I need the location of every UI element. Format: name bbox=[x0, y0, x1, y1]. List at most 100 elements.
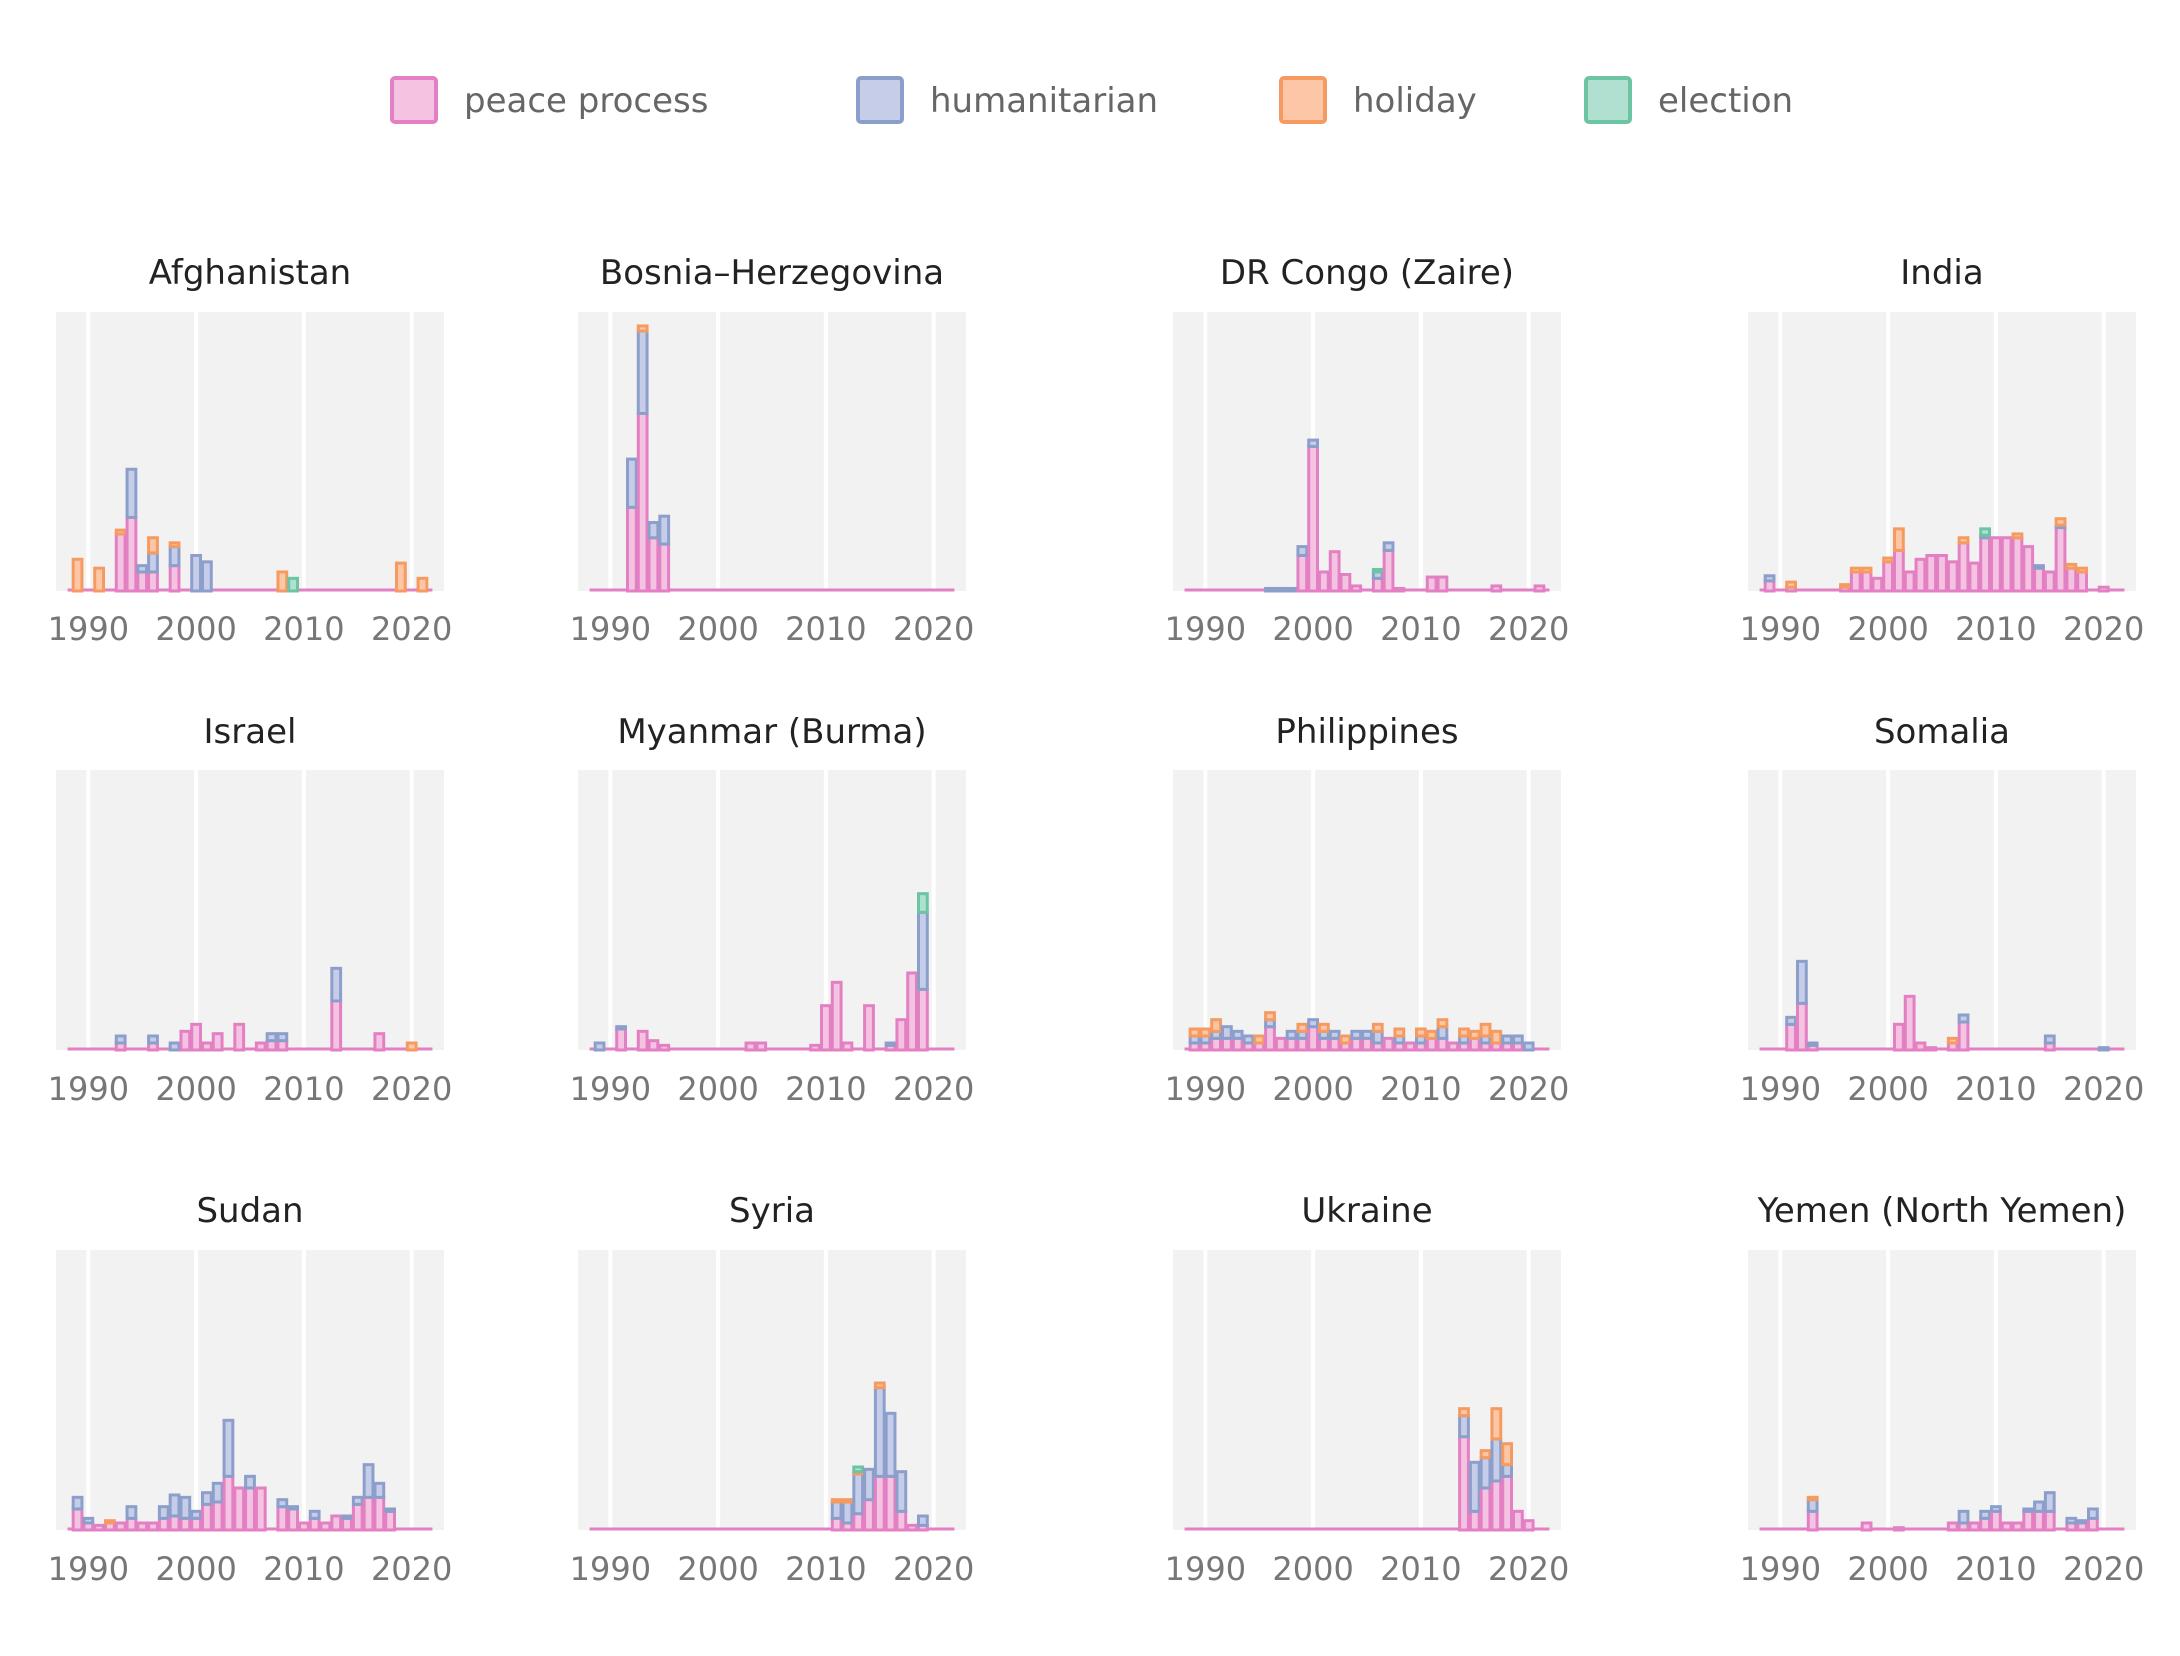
bar-peace-process-1994 bbox=[125, 515, 138, 593]
bar-humanitarian-2014 bbox=[1458, 1414, 1470, 1439]
bar-peace-process-1999 bbox=[179, 1029, 192, 1052]
bar-peace-process-2012 bbox=[1436, 1036, 1449, 1052]
panel-somalia: Somalia 1990 2000 2010 2020 bbox=[1740, 712, 2145, 1108]
tick-label-2010: 2010 bbox=[1380, 1550, 1461, 1588]
bar-peace-process-2004 bbox=[755, 1041, 768, 1052]
bar-peace-process-2018 bbox=[906, 971, 919, 1052]
tick-label-2010: 2010 bbox=[263, 1550, 344, 1588]
bar-humanitarian-2015 bbox=[351, 1495, 364, 1506]
bar-holiday-2010 bbox=[1415, 1027, 1427, 1038]
bar-humanitarian-2002 bbox=[1328, 1029, 1341, 1040]
bar-holiday-2017 bbox=[1490, 1407, 1503, 1441]
legend-key-holiday bbox=[1279, 76, 1327, 124]
bar-humanitarian-1997 bbox=[1274, 586, 1287, 593]
panel-title: Bosnia–Herzegovina bbox=[600, 253, 944, 293]
bar-peace-process-2002 bbox=[1903, 570, 1916, 593]
bar-peace-process-2020 bbox=[2097, 585, 2110, 593]
bar-peace-process-1993 bbox=[1231, 1036, 1244, 1052]
bar-peace-process-2006 bbox=[1946, 1521, 1959, 1532]
bar-humanitarian-1994 bbox=[647, 521, 660, 540]
bar-humanitarian-2003 bbox=[222, 1418, 235, 1478]
bar-peace-process-2008 bbox=[1968, 1521, 1981, 1532]
bar-peace-process-2010 bbox=[1990, 536, 2002, 593]
bar-peace-process-2016 bbox=[2054, 526, 2067, 593]
tick-label-2020: 2020 bbox=[1488, 1550, 1569, 1588]
bar-humanitarian-1999 bbox=[179, 1495, 192, 1520]
bar-humanitarian-2011 bbox=[830, 1500, 843, 1520]
bar-peace-process-2013 bbox=[2022, 1509, 2035, 1532]
tick-label-1990: 1990 bbox=[48, 1070, 129, 1108]
bar-humanitarian-2004 bbox=[1350, 1029, 1363, 1040]
panel-syria: Syria 1990 2000 2010 2020 bbox=[570, 1191, 975, 1588]
bar-peace-process-2007 bbox=[1957, 541, 1970, 593]
bar-peace-process-2003 bbox=[1339, 573, 1352, 593]
bar-peace-process-2014 bbox=[863, 1004, 875, 1052]
bar-peace-process-2002 bbox=[1328, 550, 1341, 593]
bar-peace-process-1991 bbox=[93, 1523, 105, 1532]
bar-humanitarian-2014 bbox=[2033, 564, 2045, 570]
bar-peace-process-2006 bbox=[254, 1041, 267, 1052]
bar-peace-process-1993 bbox=[114, 532, 127, 593]
tick-label-2020: 2020 bbox=[2063, 1070, 2144, 1108]
bar-peace-process-2017 bbox=[1490, 584, 1503, 593]
panel-title: Somalia bbox=[1874, 712, 2010, 752]
bar-holiday-2012 bbox=[1436, 1018, 1449, 1029]
bar-peace-process-2001 bbox=[201, 1502, 213, 1532]
legend-key-humanitarian bbox=[856, 76, 904, 124]
bar-peace-process-2004 bbox=[1350, 584, 1363, 593]
bar-humanitarian-2014 bbox=[863, 1467, 875, 1502]
bar-humanitarian-2017 bbox=[895, 1470, 908, 1513]
bar-humanitarian-2016 bbox=[362, 1463, 375, 1499]
bar-peace-process-2007 bbox=[1957, 1020, 1970, 1052]
bar-holiday-2015 bbox=[1468, 1029, 1481, 1040]
bar-peace-process-1999 bbox=[179, 1516, 192, 1532]
panel-myanmar-burma: Myanmar (Burma) 1990 2000 2010 2020 bbox=[570, 712, 975, 1108]
bar-peace-process-2003 bbox=[222, 1474, 235, 1532]
bar-peace-process-2019 bbox=[1512, 1509, 1524, 1532]
bar-holiday-2017 bbox=[1490, 1029, 1503, 1045]
bar-peace-process-2006 bbox=[1371, 576, 1384, 593]
bar-holiday-1999 bbox=[1296, 1022, 1309, 1033]
bar-holiday-2007 bbox=[1957, 536, 1970, 545]
bar-peace-process-1991 bbox=[1210, 1036, 1222, 1052]
bar-humanitarian-2014 bbox=[2033, 1500, 2045, 1513]
tick-label-1990: 1990 bbox=[1165, 610, 1246, 648]
bar-peace-process-1998 bbox=[1860, 1521, 1873, 1532]
tick-label-1990: 1990 bbox=[1740, 610, 1821, 648]
bar-holiday-1993 bbox=[1806, 1495, 1819, 1502]
bar-humanitarian-1998 bbox=[1285, 586, 1298, 593]
tick-label-1990: 1990 bbox=[48, 610, 129, 648]
panel-title: Yemen (North Yemen) bbox=[1757, 1191, 2127, 1231]
bar-peace-process-1999 bbox=[1296, 553, 1309, 593]
bar-peace-process-2014 bbox=[1458, 1435, 1470, 1532]
bar-humanitarian-1991 bbox=[615, 1025, 628, 1031]
bar-humanitarian-2007 bbox=[1957, 1013, 1970, 1024]
bar-humanitarian-2019 bbox=[1512, 1034, 1524, 1045]
bar-humanitarian-2005 bbox=[244, 1474, 256, 1490]
bar-humanitarian-2001 bbox=[201, 1491, 213, 1506]
panel-title: Myanmar (Burma) bbox=[617, 712, 926, 752]
bar-peace-process-2002 bbox=[211, 1032, 224, 1052]
bar-peace-process-2014 bbox=[341, 1516, 353, 1532]
bar-holiday-2015 bbox=[873, 1381, 886, 1390]
bar-humanitarian-2018 bbox=[2076, 1519, 2088, 1525]
bar-peace-process-1993 bbox=[1806, 1509, 1819, 1532]
bar-peace-process-1998 bbox=[168, 1514, 181, 1532]
tick-label-2020: 2020 bbox=[2063, 1550, 2144, 1588]
bar-holiday-1989 bbox=[71, 557, 84, 593]
tick-label-2010: 2010 bbox=[785, 1550, 866, 1588]
bar-peace-process-2018 bbox=[2076, 570, 2088, 593]
bar-humanitarian-1993 bbox=[114, 1034, 127, 1045]
bar-peace-process-2001 bbox=[1318, 570, 1330, 593]
bar-holiday-1996 bbox=[147, 536, 159, 555]
bar-holiday-2014 bbox=[1458, 1027, 1470, 1038]
bar-humanitarian-2015 bbox=[2043, 1034, 2056, 1045]
bar-peace-process-2016 bbox=[362, 1495, 375, 1532]
tick-label-2000: 2000 bbox=[677, 610, 758, 648]
bar-humanitarian-2000 bbox=[1307, 438, 1319, 448]
bar-humanitarian-1993 bbox=[636, 329, 649, 415]
bar-holiday-1995 bbox=[1253, 1034, 1266, 1045]
tick-label-2000: 2000 bbox=[155, 1070, 236, 1108]
